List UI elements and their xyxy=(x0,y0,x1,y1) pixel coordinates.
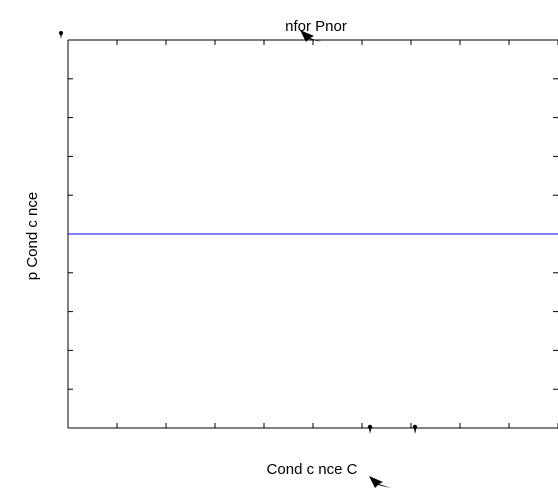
x-axis-label: Cond c nce C xyxy=(267,461,358,478)
chart-title: nfor Pnor xyxy=(285,18,347,35)
y-tick-group xyxy=(68,39,558,429)
chart-title-group: nfor Pnor xyxy=(285,18,347,42)
x-tick-group xyxy=(67,40,558,428)
comma-glyph-icon xyxy=(59,31,63,39)
y-axis-label: p Cond c nce xyxy=(24,192,41,280)
comma-glyph-icon xyxy=(367,424,373,434)
comma-glyph-icon xyxy=(412,424,418,434)
arrow-glyph-icon xyxy=(300,30,322,42)
arrow-glyph-icon xyxy=(369,476,391,488)
plot-area xyxy=(67,39,558,429)
